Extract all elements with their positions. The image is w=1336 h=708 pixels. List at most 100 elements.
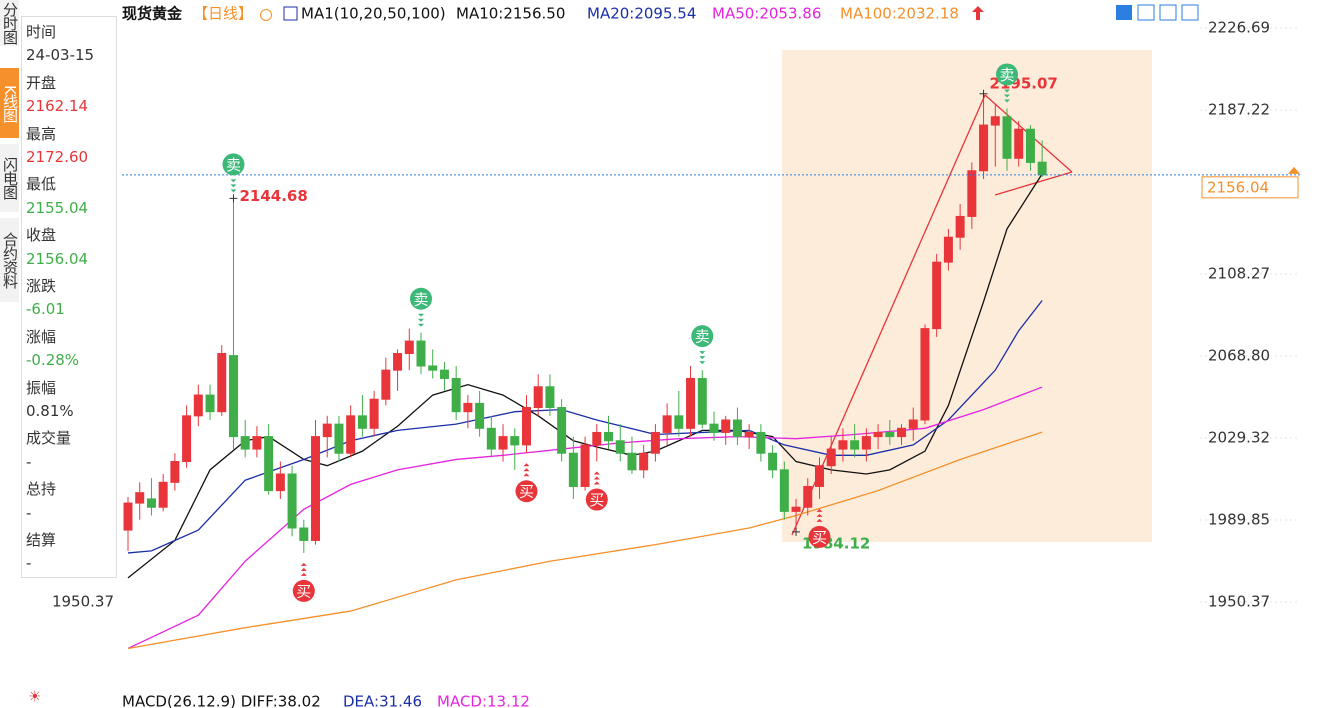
tool-icon[interactable] bbox=[1116, 5, 1132, 20]
y-tick-label: 1950.37 bbox=[1208, 592, 1270, 610]
y-tick-label: 1989.85 bbox=[1208, 511, 1270, 529]
candle-body bbox=[1037, 161, 1047, 176]
info-label: 振幅 bbox=[26, 378, 57, 397]
candle-body bbox=[744, 431, 754, 438]
y-tick-label: 2108.27 bbox=[1208, 265, 1270, 283]
candle-body bbox=[990, 116, 1000, 126]
signal-arrow bbox=[523, 473, 530, 477]
candle-body bbox=[791, 506, 801, 512]
candle-body bbox=[943, 236, 953, 263]
candle-body bbox=[908, 419, 918, 429]
candle-body bbox=[217, 353, 227, 413]
signal-arrow bbox=[418, 318, 424, 322]
info-label: 涨幅 bbox=[26, 327, 57, 346]
candle-body bbox=[428, 365, 438, 371]
candle-body bbox=[826, 448, 836, 467]
candle-body bbox=[838, 440, 848, 450]
candle-body bbox=[814, 465, 824, 487]
signal-arrow bbox=[300, 562, 307, 566]
up-arrow bbox=[972, 6, 984, 20]
candle-body bbox=[439, 369, 449, 379]
candle-body bbox=[580, 444, 590, 487]
signal-arrow bbox=[523, 463, 530, 467]
candle-body bbox=[768, 452, 778, 471]
candle-body bbox=[393, 353, 403, 371]
y-tick-label: 2029.32 bbox=[1208, 429, 1270, 447]
candle-body bbox=[967, 170, 977, 217]
candle-body bbox=[604, 431, 614, 442]
signal-arrow bbox=[1004, 89, 1010, 93]
candle-body bbox=[1025, 128, 1035, 163]
tab[interactable]: K线图 bbox=[0, 68, 19, 138]
candle-body bbox=[463, 402, 473, 413]
ma-setting[interactable]: MA1(10,20,50,100) bbox=[301, 5, 446, 23]
signal-arrow bbox=[593, 481, 600, 485]
add-icon[interactable] bbox=[260, 9, 272, 21]
info-label: 收盘 bbox=[26, 226, 57, 245]
signal-text: 买 bbox=[519, 483, 534, 501]
extreme-marker bbox=[792, 527, 801, 536]
info-value: 2172.60 bbox=[26, 148, 89, 166]
settings-icon[interactable]: ☀ bbox=[28, 688, 41, 706]
candle-body bbox=[521, 407, 531, 446]
ma-legend: MA10:2156.50 bbox=[456, 5, 565, 23]
candle-body bbox=[955, 215, 965, 238]
macd-label: MACD(26.12.9) DIFF:38.02 bbox=[122, 693, 321, 708]
signal-text: 卖 bbox=[999, 66, 1014, 84]
candle-body bbox=[756, 431, 766, 454]
info-label: 涨跌 bbox=[26, 277, 57, 295]
tab[interactable]: 合约资料 bbox=[0, 218, 19, 302]
candle-body bbox=[275, 473, 285, 492]
candle-body bbox=[650, 431, 660, 454]
price-label: 2156.04 bbox=[1207, 178, 1269, 196]
candle-body bbox=[686, 377, 696, 429]
price-arrow bbox=[1288, 166, 1300, 174]
candle-body bbox=[357, 415, 367, 429]
ma-line bbox=[127, 431, 1043, 650]
candle-body bbox=[486, 427, 496, 450]
candle-body bbox=[979, 124, 989, 172]
signal-arrow bbox=[523, 468, 530, 472]
period[interactable]: 【日线】 bbox=[193, 5, 253, 23]
candle-body bbox=[498, 436, 508, 450]
ma-icon[interactable] bbox=[283, 6, 298, 21]
signal-text: 买 bbox=[812, 528, 827, 546]
info-value: 0.81% bbox=[26, 402, 74, 420]
candle-body bbox=[322, 423, 332, 438]
info-value: 2162.14 bbox=[26, 97, 89, 116]
candle-body bbox=[545, 386, 555, 409]
tool-icon[interactable] bbox=[1181, 4, 1199, 21]
candle-body bbox=[416, 340, 426, 367]
candle-body bbox=[721, 419, 731, 433]
info-label: 开盘 bbox=[26, 73, 57, 92]
info-value: 2156.04 bbox=[26, 249, 89, 268]
candle-body bbox=[287, 473, 297, 529]
info-label: 最高 bbox=[26, 124, 57, 143]
info-value: -6.01 bbox=[26, 300, 65, 319]
trend-line bbox=[994, 171, 1073, 196]
candle-body bbox=[240, 436, 250, 450]
tool-icon[interactable] bbox=[1159, 4, 1177, 21]
candle-body bbox=[697, 377, 707, 425]
signal-arrow bbox=[1004, 99, 1010, 103]
tab[interactable]: 闪电图 bbox=[0, 144, 19, 212]
signal-arrow bbox=[230, 184, 237, 188]
candle-body bbox=[158, 481, 168, 508]
tool-icon[interactable] bbox=[1137, 4, 1155, 21]
candle-body bbox=[381, 369, 391, 400]
candle-body bbox=[299, 527, 309, 541]
info-label: 最低 bbox=[26, 175, 57, 194]
info-value: - bbox=[26, 452, 32, 471]
candle-body bbox=[850, 440, 860, 450]
info-label: 时间 bbox=[26, 23, 57, 41]
signal-arrow bbox=[699, 351, 706, 355]
y-tick-label: 1950.37 bbox=[52, 592, 114, 610]
extreme-label: 2144.68 bbox=[239, 187, 307, 205]
tab[interactable]: 分时图 bbox=[0, 0, 19, 46]
extreme-marker bbox=[979, 89, 988, 98]
info-panel: 时间 24-03-15 开盘 2162.14 最高 2172.60 最低 2155.04 收盘 2… bbox=[21, 16, 117, 578]
candle-body bbox=[369, 398, 379, 429]
signal-arrow bbox=[593, 471, 600, 475]
signal-icon bbox=[222, 153, 245, 176]
